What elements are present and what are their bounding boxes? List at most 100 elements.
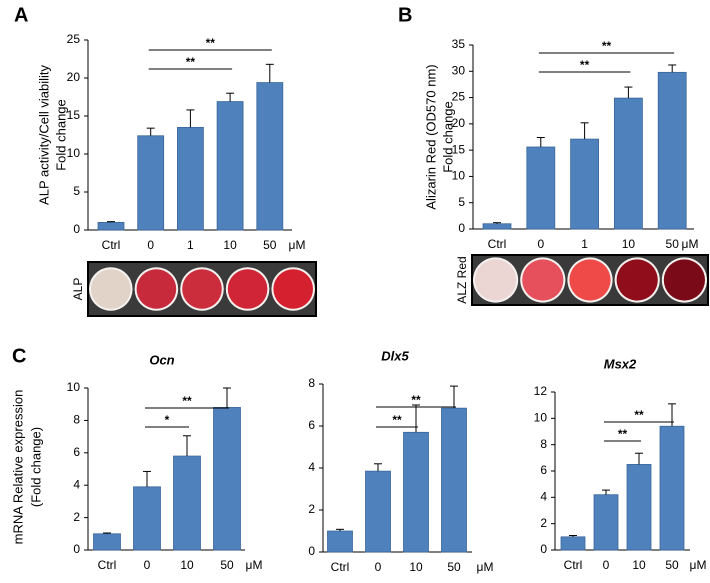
panel-label: C xyxy=(12,345,26,367)
panel-label: A xyxy=(14,4,28,26)
significance-label: ** xyxy=(182,394,192,408)
y-tick-label: 12 xyxy=(534,384,548,398)
y-axis-label: Alizarin Red (OD570 nm) xyxy=(423,64,438,209)
x-tick-label: 50 xyxy=(666,237,680,251)
error-bar xyxy=(668,64,677,73)
x-unit: μM xyxy=(477,560,494,574)
image-label: ALZ Red xyxy=(455,256,469,303)
error-bar xyxy=(186,109,195,128)
y-tick-label: 8 xyxy=(73,413,80,427)
y-tick-label: 2 xyxy=(540,516,547,530)
y-tick-label: 0 xyxy=(458,221,465,235)
y-tick-label: 0 xyxy=(308,544,315,558)
significance-label: * xyxy=(165,413,170,427)
well xyxy=(136,269,177,309)
error-bar xyxy=(103,532,111,534)
y-tick-label: 6 xyxy=(308,418,315,432)
bar xyxy=(441,407,467,553)
significance-label: ** xyxy=(618,427,628,441)
bar xyxy=(593,494,619,551)
y-tick-label: 15 xyxy=(67,108,81,122)
image-label: ALP xyxy=(71,278,85,301)
y-tick-label: 10 xyxy=(534,411,548,425)
y-axis-label: Fold change xyxy=(440,101,455,173)
error-bar xyxy=(580,122,589,140)
error-bar xyxy=(146,127,155,136)
panel-label: B xyxy=(398,4,412,26)
error-bar xyxy=(602,489,610,495)
significance-label: ** xyxy=(392,413,402,427)
error-bar xyxy=(412,404,420,433)
x-tick-label: Ctrl xyxy=(98,558,117,572)
y-tick-label: 5 xyxy=(458,195,465,209)
error-bar xyxy=(183,435,191,457)
well xyxy=(663,259,706,301)
x-tick-label: 10 xyxy=(622,237,636,251)
y-axis-label: ALP activity/Cell viability xyxy=(36,65,51,205)
error-bar xyxy=(107,221,115,223)
y-tick-label: 8 xyxy=(308,376,315,390)
y-tick-label: 4 xyxy=(308,460,315,474)
y-tick-label: 8 xyxy=(540,437,547,451)
bar xyxy=(256,82,284,231)
error-bar xyxy=(226,92,235,102)
bar xyxy=(526,146,556,230)
bar xyxy=(659,425,685,551)
x-unit: μM xyxy=(289,238,306,252)
x-tick-label: 1 xyxy=(187,238,194,252)
y-tick-label: 10 xyxy=(67,380,81,394)
x-tick-label: 0 xyxy=(603,558,610,572)
y-tick-label: 30 xyxy=(452,63,466,77)
chart-title: Msx2 xyxy=(604,356,637,371)
y-tick-label: 10 xyxy=(452,169,466,183)
y-tick-label: 35 xyxy=(452,37,466,51)
bar xyxy=(216,101,244,231)
error-bar xyxy=(143,470,151,487)
y-tick-label: 0 xyxy=(73,222,80,236)
error-bar xyxy=(624,86,633,99)
bar xyxy=(213,407,241,551)
x-unit: μM xyxy=(246,558,263,572)
error-bar xyxy=(668,403,676,427)
x-tick-label: 0 xyxy=(537,237,544,251)
bar xyxy=(657,71,687,230)
y-tick-label: 20 xyxy=(67,70,81,84)
error-bar xyxy=(450,385,458,409)
x-tick-label: Ctrl xyxy=(564,558,583,572)
bar xyxy=(97,221,125,231)
y-tick-label: 6 xyxy=(73,445,80,459)
y-tick-label: 25 xyxy=(67,32,81,46)
well xyxy=(522,259,564,301)
well xyxy=(227,269,268,309)
y-axis-label: mRNA Relative expression xyxy=(10,390,25,545)
y-tick-label: 5 xyxy=(73,184,80,198)
error-bar xyxy=(223,387,231,408)
y-tick-label: 25 xyxy=(452,90,466,104)
well xyxy=(616,259,658,301)
x-tick-label: Ctrl xyxy=(331,560,350,574)
y-tick-label: 20 xyxy=(452,116,466,130)
well xyxy=(273,269,314,309)
y-tick-label: 0 xyxy=(73,542,80,556)
x-tick-label: Ctrl xyxy=(102,238,121,252)
error-bar xyxy=(569,535,577,537)
y-tick-label: 6 xyxy=(540,463,547,477)
significance-label: ** xyxy=(206,36,216,50)
x-tick-label: 0 xyxy=(147,238,154,252)
bar xyxy=(403,431,429,553)
y-axis-label: (Fold change) xyxy=(28,427,43,507)
well xyxy=(182,269,222,309)
x-tick-label: 10 xyxy=(180,558,194,572)
chart-title: Dlx5 xyxy=(381,348,409,363)
x-tick-label: 0 xyxy=(375,560,382,574)
significance-label: ** xyxy=(580,58,590,72)
y-tick-label: 0 xyxy=(540,542,547,556)
bar xyxy=(482,223,512,230)
significance-label: ** xyxy=(634,408,644,422)
significance-label: ** xyxy=(186,55,196,69)
bar xyxy=(327,530,353,553)
chart-title: Ocn xyxy=(149,352,174,367)
x-tick-label: 50 xyxy=(220,558,234,572)
